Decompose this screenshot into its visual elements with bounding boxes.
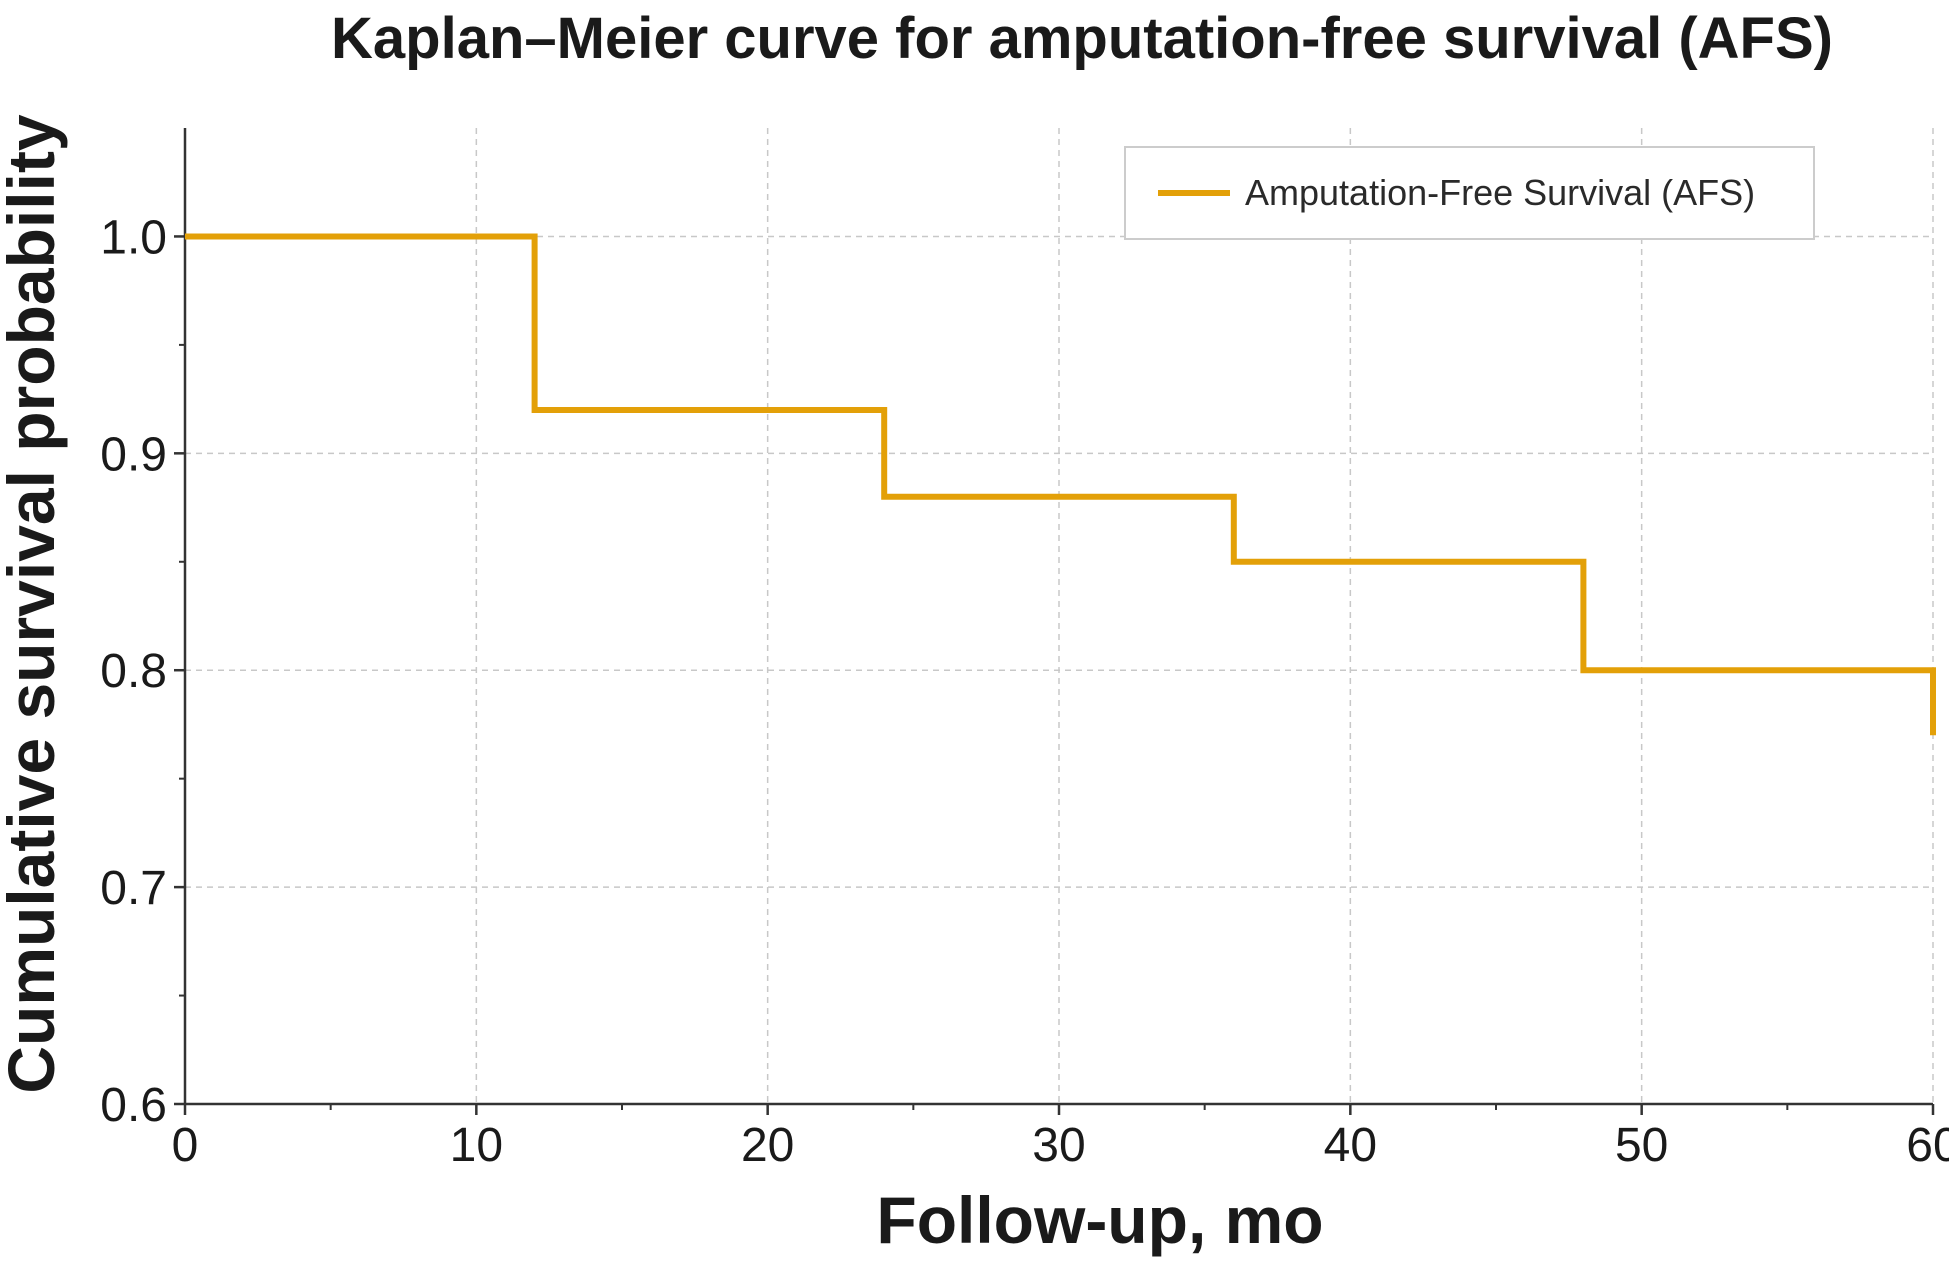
x-tick-label: 0 bbox=[172, 1119, 199, 1172]
ticks: 0 10 20 30 40 50 60 0.6 0.7 0.8 0.9 1.0 bbox=[100, 211, 1949, 1172]
y-tick-label: 0.7 bbox=[100, 862, 167, 915]
x-tick-label: 40 bbox=[1324, 1119, 1377, 1172]
grid-lines bbox=[185, 128, 1934, 1104]
x-axis-label: Follow-up, mo bbox=[876, 1183, 1323, 1257]
y-tick-label: 0.6 bbox=[100, 1079, 167, 1132]
x-tick-label: 10 bbox=[450, 1119, 503, 1172]
x-tick-label: 50 bbox=[1615, 1119, 1668, 1172]
y-tick-label: 0.9 bbox=[100, 428, 167, 481]
chart-title: Kaplan–Meier curve for amputation-free s… bbox=[331, 6, 1833, 71]
legend-label: Amputation-Free Survival (AFS) bbox=[1245, 172, 1755, 213]
legend-box bbox=[1124, 146, 1815, 240]
x-tick-label: 20 bbox=[741, 1119, 794, 1172]
x-tick-label: 60 bbox=[1906, 1119, 1949, 1172]
survival-step-line bbox=[185, 233, 1936, 736]
series-layer bbox=[185, 233, 1936, 736]
legend: Amputation-Free Survival (AFS) bbox=[1124, 146, 1815, 240]
y-tick-label: 0.8 bbox=[100, 645, 167, 698]
y-tick-label: 1.0 bbox=[100, 211, 167, 264]
y-axis-label: Cumulative survival probability bbox=[0, 114, 68, 1094]
x-tick-label: 30 bbox=[1032, 1119, 1085, 1172]
